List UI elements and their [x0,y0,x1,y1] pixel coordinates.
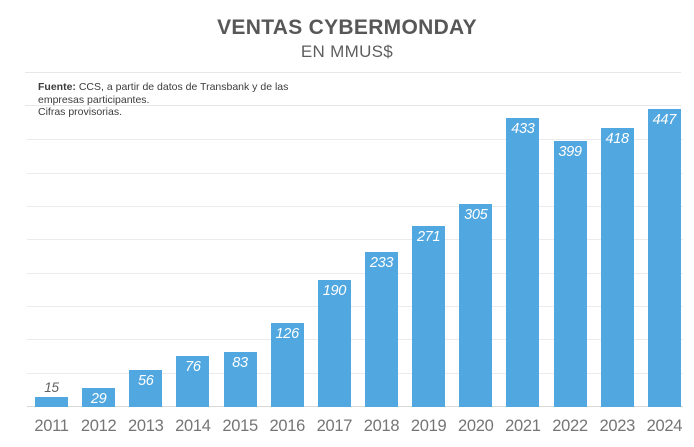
year-label-2023: 2023 [599,417,635,435]
value-label-2021: 433 [511,121,535,138]
x-axis-labels: 2011 2012 2013 2014 2015 2016 2017 2018 2019 2020… [34,417,683,436]
bar-2019: 271 [412,226,446,407]
bar-2020: 305 [459,203,493,407]
year-label-2017: 2017 [316,417,353,435]
value-label-2023: 418 [605,131,630,148]
source-note: Fuente: CCS, a partir de datos de Transb… [38,81,288,119]
bar-2024: 447 [647,109,681,407]
year-label-2019: 2019 [410,417,447,435]
bar-2017: 190 [317,280,351,407]
year-label-2014: 2014 [175,417,211,435]
year-label-2012: 2012 [80,417,117,435]
gridline-50 [27,372,683,374]
year-label-2011: 2011 [34,417,69,435]
value-label-2014: 76 [185,359,201,376]
value-label-2018: 233 [369,254,394,271]
year-label-2016: 2016 [269,417,305,435]
year-label-2013: 2013 [128,417,164,435]
source-line-3: Cifras provisorias. [38,106,123,118]
bar-2013: 56 [129,369,163,407]
gridline-0 [27,406,683,407]
bar-2015: 83 [223,351,257,407]
value-label-2019: 271 [416,229,441,246]
bar-2022: 399 [553,141,587,407]
value-label-2012: 29 [90,390,107,407]
year-label-2022: 2022 [552,417,588,435]
year-label-2024: 2024 [646,417,683,435]
gridline-250 [27,239,683,241]
year-label-2018: 2018 [363,417,400,435]
source-line-2: empresas participantes. [38,93,150,106]
chart-subtitle: EN MMUS$ [300,42,394,61]
value-label-2022: 399 [558,144,582,160]
bar-2016: 126 [270,323,304,407]
value-label-2011: 15 [44,380,59,395]
year-label-2015: 2015 [222,417,258,435]
top-divider [25,72,681,73]
value-label-2017: 190 [322,283,347,300]
bar-2014: 76 [176,356,210,407]
bar-2012: 29 [82,387,116,407]
source-text-1: CCS, a partir de datos de Transbank y de… [78,81,289,93]
bar-2011: 15 [35,380,68,407]
gridline-200 [27,272,683,274]
bar-2018: 233 [364,251,398,407]
value-label-2013: 56 [138,372,154,389]
gridline-100 [27,339,683,341]
chart-title: VENTAS CYBERMONDAY [217,16,477,39]
gridline-350 [27,172,683,174]
year-label-2020: 2020 [458,417,494,435]
value-label-2015: 83 [232,354,248,371]
bar-2023: 418 [600,128,634,407]
gridline-400 [27,139,683,141]
value-label-2024: 447 [652,112,677,128]
source-line-1: Fuente: CCS, a partir de datos de Transb… [38,81,288,94]
value-label-2020: 305 [464,206,488,223]
gridline-150 [27,306,683,307]
year-label-2021: 2021 [505,417,541,435]
source-label: Fuente: [38,81,76,93]
bar-2021: 433 [506,118,540,407]
middle-divider [25,105,681,106]
value-label-2016: 126 [275,326,300,342]
bars-container: 15 29 56 76 83 126 190 233 271 305 433 399 418 447 [35,107,681,407]
gridline-300 [27,206,683,207]
plot-area: 15 29 56 76 83 126 190 233 271 305 433 399 418 447 [27,107,683,407]
